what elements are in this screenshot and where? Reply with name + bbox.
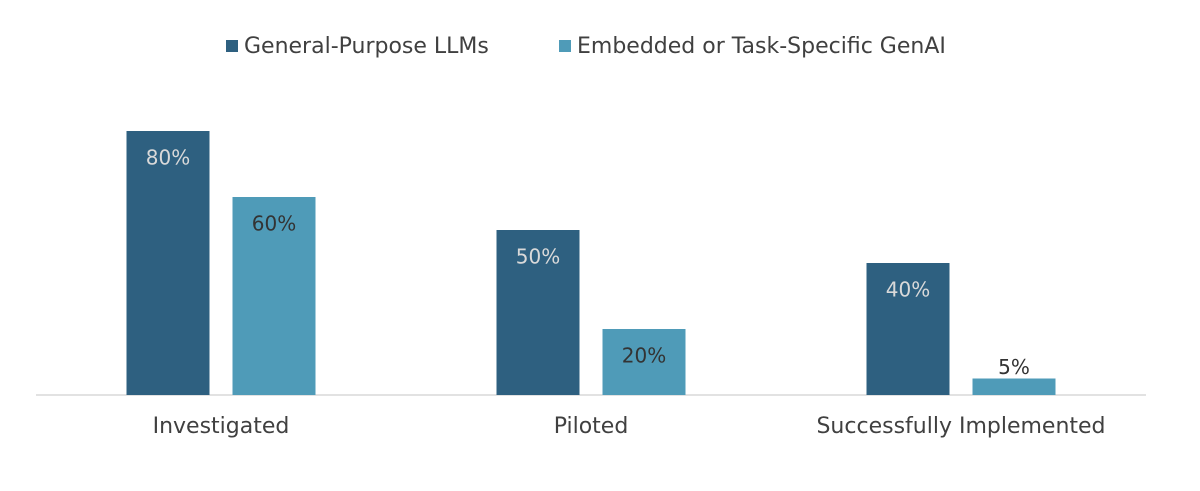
bar [126,131,210,395]
value-label: 40% [886,278,930,302]
bar [496,230,580,395]
bar [602,329,686,395]
value-label: 80% [146,146,190,170]
value-label: 60% [252,212,296,236]
bar [866,263,950,395]
x-tick-label: Investigated [153,414,290,439]
legend-swatch [559,40,571,52]
value-label: 20% [622,344,666,368]
bar [972,378,1056,395]
value-label: 5% [998,355,1030,379]
x-tick-label: Piloted [554,414,629,439]
value-label: 50% [516,245,560,269]
x-tick-label: Successfully Implemented [816,414,1105,439]
legend-label: Embedded or Task-Specific GenAI [577,34,946,59]
legend-label: General-Purpose LLMs [244,34,489,59]
legend-swatch [226,40,238,52]
bar [232,197,316,395]
